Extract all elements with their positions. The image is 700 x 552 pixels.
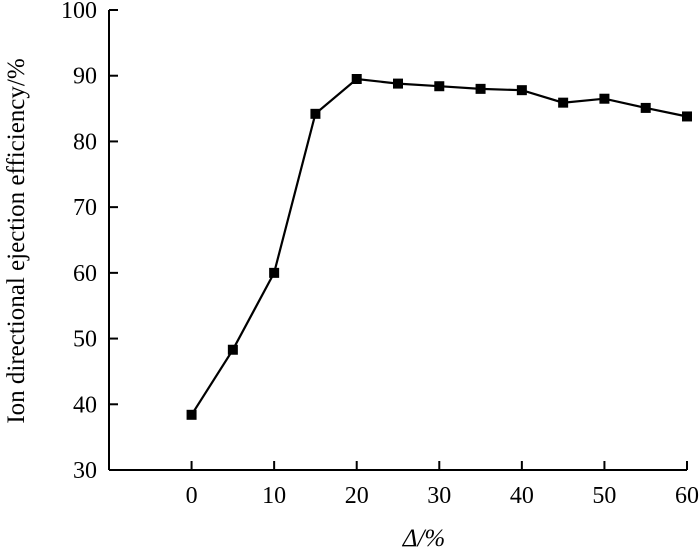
data-point [434, 81, 445, 92]
data-point [516, 85, 527, 96]
x-axis-title: Δ/% [402, 525, 445, 552]
data-point [475, 83, 486, 94]
x-tick-label: 30 [427, 483, 451, 509]
y-tick-label: 80 [73, 129, 97, 155]
x-tick-label: 20 [345, 483, 369, 509]
y-tick-label: 50 [73, 327, 97, 353]
x-tick-label: 50 [592, 483, 616, 509]
data-point [558, 97, 569, 108]
plot-area: 30 40 50 60 70 80 90 100 0 10 20 30 40 50 60 [61, 0, 699, 509]
y-tick-label: 70 [73, 195, 97, 221]
y-tick-label: 40 [73, 392, 97, 418]
data-point [269, 267, 280, 278]
data-point [310, 108, 321, 119]
y-tick-label: 90 [73, 64, 97, 90]
data-point [599, 93, 610, 104]
x-tick-label: 0 [186, 483, 198, 509]
series-line [190, 77, 688, 416]
data-point [682, 111, 692, 122]
y-axis-title: Ion directional ejection efficiency/% [3, 58, 30, 423]
y-tick-label: 60 [73, 261, 97, 287]
y-tick-label: 100 [61, 0, 97, 24]
data-point [640, 102, 651, 113]
x-tick-label: 10 [262, 483, 286, 509]
data-point [227, 344, 238, 355]
y-tick-label: 30 [73, 458, 97, 484]
data-point [393, 78, 403, 89]
x-tick-label: 40 [510, 483, 534, 509]
x-tick-label: 60 [675, 483, 699, 509]
data-point [186, 409, 197, 420]
data-point [351, 74, 362, 84]
